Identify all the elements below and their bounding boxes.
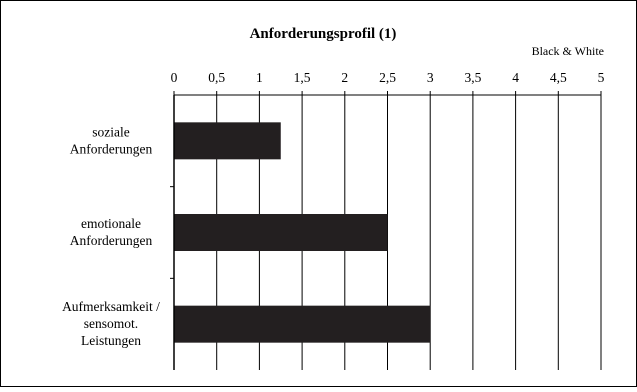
bars [174, 122, 431, 343]
category-label: Aufmerksamkeit / [62, 299, 160, 314]
x-tick-label: 0 [171, 70, 178, 85]
x-tick-label: 5 [598, 70, 605, 85]
legend-label: Black & White [532, 44, 604, 58]
bar [174, 122, 281, 160]
category-label: Leistungen [81, 333, 141, 348]
x-tick-label: 3 [427, 70, 434, 85]
category-label: Anforderungen [70, 141, 153, 156]
x-tick-label: 4 [512, 70, 519, 85]
chart-title: Anforderungsprofil (1) [250, 26, 397, 42]
x-tick-label: 2 [341, 70, 348, 85]
x-tick-label: 1,5 [294, 70, 311, 85]
x-tick-label: 4,5 [550, 70, 567, 85]
x-tick-label: 3,5 [464, 70, 481, 85]
bar [174, 305, 431, 343]
bar [174, 214, 388, 251]
x-tick-label: 0,5 [208, 70, 225, 85]
category-label: sensomot. [84, 316, 138, 331]
x-tick-label: 1 [256, 70, 263, 85]
category-label: Anforderungen [70, 233, 153, 248]
category-label: soziale [92, 124, 129, 139]
category-labels: soziale Anforderungen emotionale Anforderun… [62, 124, 160, 348]
x-axis-ticks: 0 0,5 1 1,5 2 2,5 3 3,5 4 4,5 5 [171, 70, 605, 95]
category-label: emotionale [81, 216, 141, 231]
x-tick-label: 2,5 [379, 70, 396, 85]
axes [170, 94, 601, 370]
